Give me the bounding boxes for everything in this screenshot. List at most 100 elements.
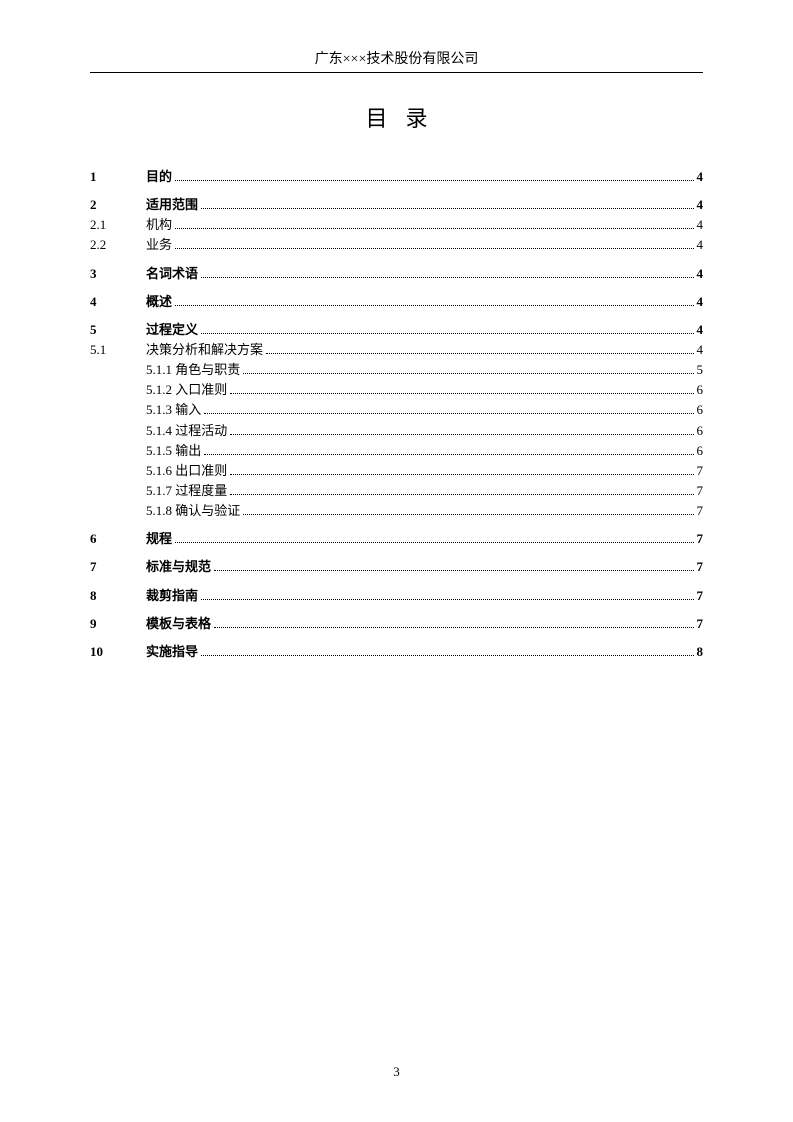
toc-title: 目录 [90,101,703,133]
toc-leader-dots [175,228,693,229]
toc-label: 实施指导 [146,642,198,662]
toc-page-ref: 8 [697,642,704,662]
toc-entry: 1目的 4 [90,167,703,187]
toc-leader-dots [175,248,693,249]
toc-leader-dots [201,655,693,656]
toc-leader-dots [201,333,693,334]
toc-leader-dots [175,542,693,543]
toc-entry: 5.1.8 确认与验证 7 [90,501,703,521]
toc-label: 5.1.3 输入 [146,400,201,420]
toc-page-ref: 7 [697,529,704,549]
toc-label: 机构 [146,215,172,235]
toc-label: 适用范围 [146,195,198,215]
toc-label: 标准与规范 [146,557,211,577]
toc-number: 1 [90,167,146,187]
toc-label: 5.1.5 输出 [146,441,201,461]
toc-leader-dots [175,180,693,181]
toc-entry: 9模板与表格7 [90,614,703,634]
toc-number: 5 [90,320,146,340]
toc-number: 4 [90,292,146,312]
toc-entry: 5.1.7 过程度量 7 [90,481,703,501]
toc-label: 5.1.1 角色与职责 [146,360,240,380]
toc-leader-dots [230,434,693,435]
toc-label: 5.1.4 过程活动 [146,421,227,441]
toc-leader-dots [214,627,693,628]
toc-entry: 5.1决策分析和解决方案 4 [90,340,703,360]
toc-number: 6 [90,529,146,549]
page-header: 广东×××技术股份有限公司 [90,48,703,73]
document-page: 广东×××技术股份有限公司 目录 1目的42适用范围42.1机构42.2业务43… [0,0,793,662]
toc-page-ref: 6 [697,421,704,441]
toc-leader-dots [204,454,693,455]
toc-label: 5.1.2 入口准则 [146,380,227,400]
toc-page-ref: 4 [697,292,704,312]
toc-page-ref: 4 [697,235,704,255]
toc-page-ref: 4 [697,264,704,284]
toc-number: 8 [90,586,146,606]
toc-page-ref: 7 [697,614,704,634]
toc-page-ref: 4 [697,215,704,235]
toc-entry: 4概述4 [90,292,703,312]
toc-page-ref: 7 [697,557,704,577]
toc-leader-dots [243,373,693,374]
toc-label: 概述 [146,292,172,312]
toc-entry: 5.1.1 角色与职责 5 [90,360,703,380]
toc-label: 5.1.7 过程度量 [146,481,227,501]
toc-page-ref: 7 [697,481,704,501]
toc-number: 3 [90,264,146,284]
toc-label: 业务 [146,235,172,255]
toc-entry: 6规程 7 [90,529,703,549]
toc-entry: 5.1.3 输入 6 [90,400,703,420]
toc-number: 2.1 [90,215,146,235]
toc-page-ref: 7 [697,461,704,481]
toc-entry: 2.2业务 4 [90,235,703,255]
toc-entry: 8裁剪指南7 [90,586,703,606]
toc-label: 名词术语 [146,264,198,284]
toc-number: 2 [90,195,146,215]
toc-number: 5.1 [90,340,146,360]
toc-entry: 5.1.6 出口准则 7 [90,461,703,481]
toc-number: 10 [90,642,146,662]
toc-page-ref: 6 [697,380,704,400]
toc-leader-dots [230,494,693,495]
table-of-contents: 1目的42适用范围42.1机构42.2业务43名词术语44概述45过程定义45.… [90,167,703,662]
toc-leader-dots [230,393,693,394]
toc-page-ref: 4 [697,320,704,340]
toc-label: 规程 [146,529,172,549]
toc-leader-dots [175,305,693,306]
toc-entry: 2.1机构 4 [90,215,703,235]
toc-page-ref: 7 [697,501,704,521]
toc-page-ref: 7 [697,586,704,606]
toc-label: 5.1.6 出口准则 [146,461,227,481]
toc-number: 7 [90,557,146,577]
toc-entry: 5.1.2 入口准则 6 [90,380,703,400]
toc-entry: 5.1.4 过程活动 6 [90,421,703,441]
toc-leader-dots [201,208,693,209]
toc-page-ref: 4 [697,195,704,215]
toc-page-ref: 6 [697,441,704,461]
toc-leader-dots [201,599,693,600]
toc-leader-dots [243,514,693,515]
toc-leader-dots [266,353,693,354]
toc-page-ref: 6 [697,400,704,420]
toc-entry: 5过程定义 4 [90,320,703,340]
toc-leader-dots [230,474,693,475]
toc-label: 目的 [146,167,172,187]
toc-label: 决策分析和解决方案 [146,340,263,360]
toc-label: 过程定义 [146,320,198,340]
page-number: 3 [0,1064,793,1080]
toc-entry: 2适用范围 4 [90,195,703,215]
toc-page-ref: 4 [697,340,704,360]
company-name: 广东×××技术股份有限公司 [315,52,479,67]
toc-entry: 3名词术语 4 [90,264,703,284]
toc-label: 5.1.8 确认与验证 [146,501,240,521]
toc-leader-dots [204,413,693,414]
toc-entry: 10实施指导 8 [90,642,703,662]
toc-leader-dots [201,277,693,278]
toc-leader-dots [214,570,693,571]
toc-page-ref: 4 [697,167,704,187]
toc-page-ref: 5 [697,360,704,380]
toc-number: 2.2 [90,235,146,255]
toc-entry: 5.1.5 输出 6 [90,441,703,461]
toc-entry: 7标准与规范7 [90,557,703,577]
